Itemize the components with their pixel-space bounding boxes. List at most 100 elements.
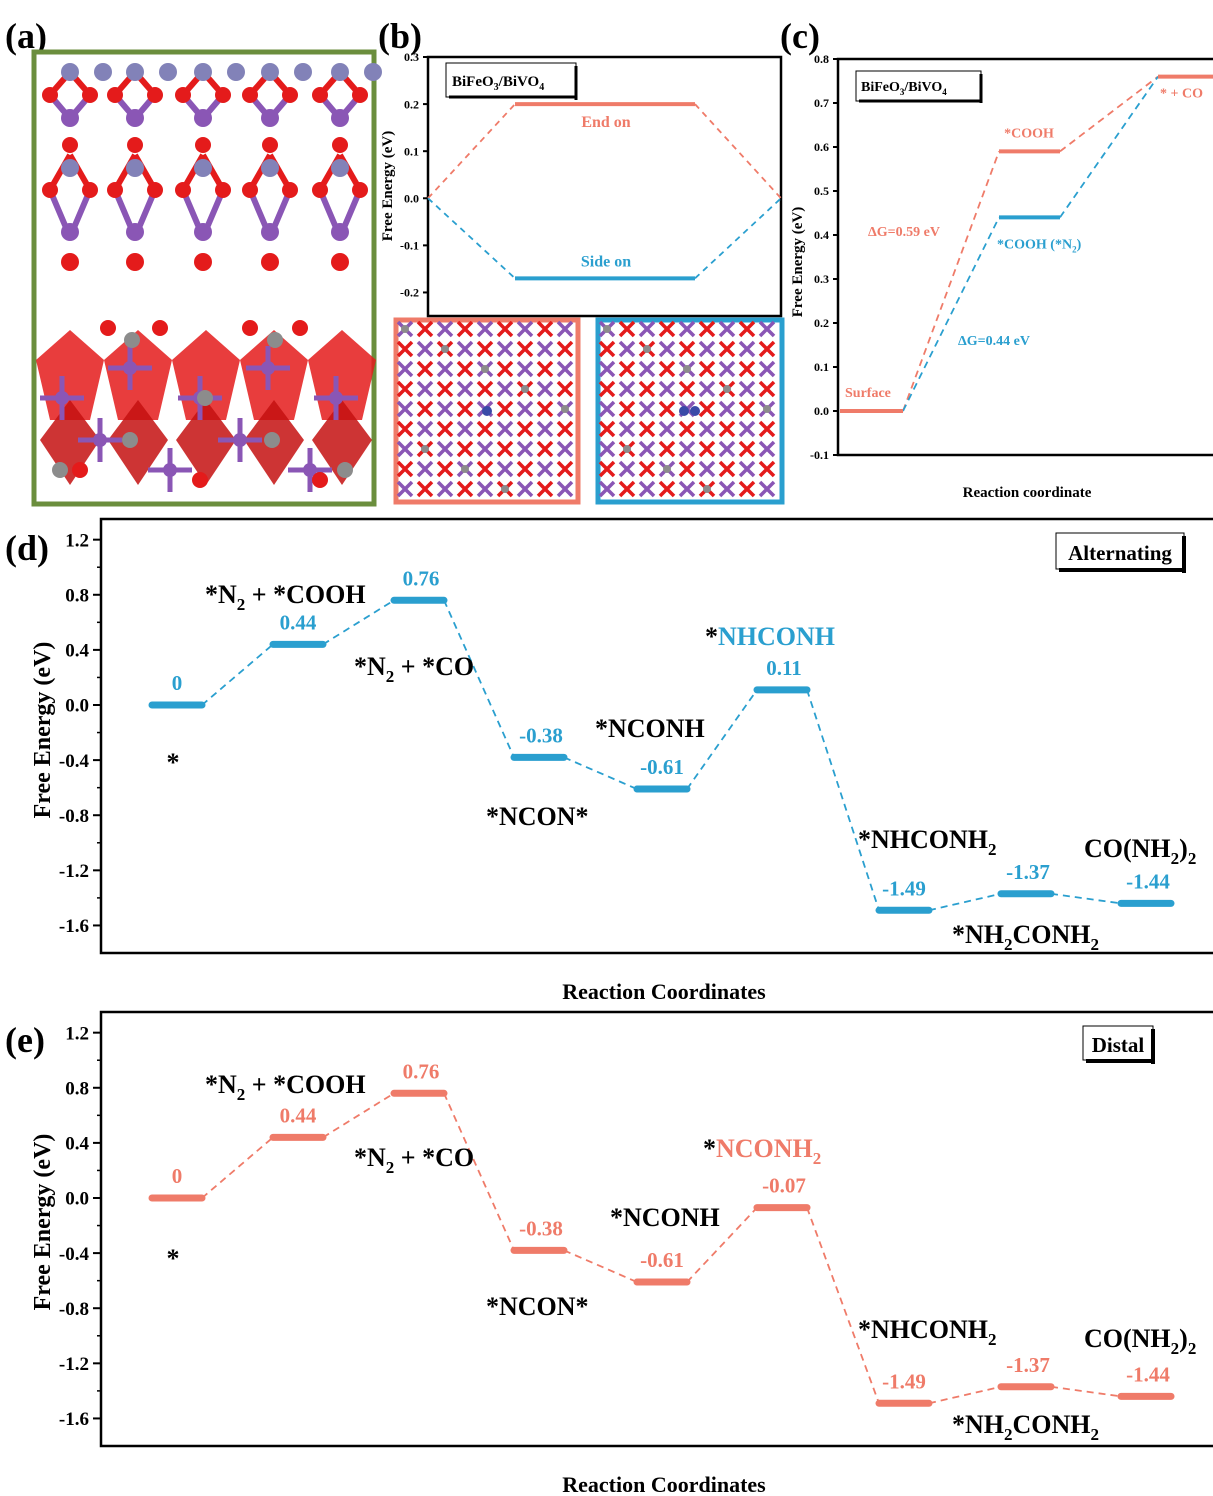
atom (215, 87, 231, 103)
bond (758, 320, 776, 338)
chart-c-annotation-box: BiFeO3/BiVO4 (855, 70, 983, 103)
bond (476, 320, 494, 338)
atom (52, 462, 68, 478)
atom (501, 485, 509, 493)
series-label: End on (581, 114, 630, 131)
chart-b-annotation: BiFeO3/BiVO4 (452, 74, 544, 93)
bond (436, 480, 454, 498)
connector-line (443, 599, 515, 758)
bond (496, 460, 514, 478)
bond (598, 480, 616, 498)
bond (678, 440, 696, 458)
bond (718, 460, 736, 478)
y-tick-label: 1.2 (65, 530, 89, 551)
bond (678, 380, 696, 398)
bond (638, 400, 656, 418)
bond (536, 460, 554, 478)
connector-line (694, 197, 782, 279)
polyhedron (104, 330, 172, 420)
atom (175, 182, 191, 198)
bond (396, 340, 414, 358)
chart-b-plot: End on Side on (427, 102, 782, 281)
atom (312, 182, 328, 198)
bond (556, 320, 574, 338)
bond (496, 380, 514, 398)
chart-c: 0.8 0.7 0.6 0.5 0.4 0.3 0.2 0.1 0.0 -0.1 Free Ene… (790, 52, 1213, 501)
chart-c-plot: Surface *COOH *COOH (*N2) * + CO ΔG=0.59 eV Δ… (840, 74, 1213, 413)
bond (436, 420, 454, 438)
atom (312, 87, 328, 103)
bond (758, 420, 776, 438)
atom (62, 137, 78, 153)
bond (536, 320, 554, 338)
connector-line (1059, 76, 1159, 218)
bond (598, 440, 616, 458)
bond (456, 400, 474, 418)
bond (758, 480, 776, 498)
y-tick-label: 0.5 (814, 184, 829, 198)
bond (496, 360, 514, 378)
atom (192, 472, 208, 488)
bond (698, 360, 716, 378)
bond (638, 480, 656, 498)
y-tick-label: 0.4 (65, 641, 89, 662)
panel-label-b: (b) (378, 16, 422, 56)
atom (331, 109, 349, 127)
chart-c-frame (836, 57, 1213, 457)
connector-line (427, 197, 516, 279)
bond (598, 380, 616, 398)
bond (416, 380, 434, 398)
atom (93, 433, 107, 447)
bond (476, 380, 494, 398)
bond (638, 420, 656, 438)
value-label: -0.61 (640, 755, 684, 779)
bond (618, 360, 636, 378)
chart-e-frame (99, 1010, 1213, 1448)
chart-d-frame (99, 517, 1213, 955)
atom (124, 332, 140, 348)
bond (496, 440, 514, 458)
bond (618, 400, 636, 418)
panel-label-c: (c) (780, 16, 820, 56)
bond (516, 320, 534, 338)
value-label: -1.37 (1006, 1353, 1050, 1377)
chart-d: 1.2 0.8 0.4 0.0 -0.4 -0.8 -1.2 -1.6 Free Energy… (30, 517, 1213, 1004)
atom (194, 253, 212, 271)
chart-b-y-axis: 0.3 0.2 0.1 0.0 -0.1 -0.2 (400, 50, 428, 300)
bond (758, 360, 776, 378)
value-label: 0 (172, 1164, 183, 1188)
bond (396, 360, 414, 378)
atom (331, 223, 349, 241)
bond (738, 480, 756, 498)
adsorbed-n2 (679, 406, 689, 416)
y-tick-label: -1.2 (59, 861, 89, 882)
connector-line (1059, 75, 1159, 153)
y-tick-label: 0.4 (814, 228, 829, 242)
bond (536, 480, 554, 498)
connector-line (322, 599, 395, 646)
atom (61, 109, 79, 127)
bond (556, 360, 574, 378)
atom (127, 137, 143, 153)
atom (82, 87, 98, 103)
y-tick-label: 0.0 (65, 1189, 89, 1210)
connector-line (563, 756, 638, 790)
chart-d-species: * *N2 + *COOH *N2 + *CO *NCON* *NCONH *N… (167, 580, 1197, 954)
bond (718, 420, 736, 438)
atom (147, 87, 163, 103)
atom (61, 159, 79, 177)
bond (718, 320, 736, 338)
atom (194, 109, 212, 127)
level-label: *COOH (1004, 126, 1054, 141)
panel-label-a: (a) (5, 16, 47, 56)
species-label: *NCONH2 (703, 1134, 821, 1168)
series-label: Side on (581, 253, 631, 270)
panel-label-e: (e) (5, 1020, 45, 1060)
connector-line (427, 103, 516, 199)
bond (698, 440, 716, 458)
atom (126, 109, 144, 127)
bond (476, 480, 494, 498)
bond (758, 460, 776, 478)
chart-e-legend-text: Distal (1092, 1033, 1145, 1057)
atom (107, 182, 123, 198)
